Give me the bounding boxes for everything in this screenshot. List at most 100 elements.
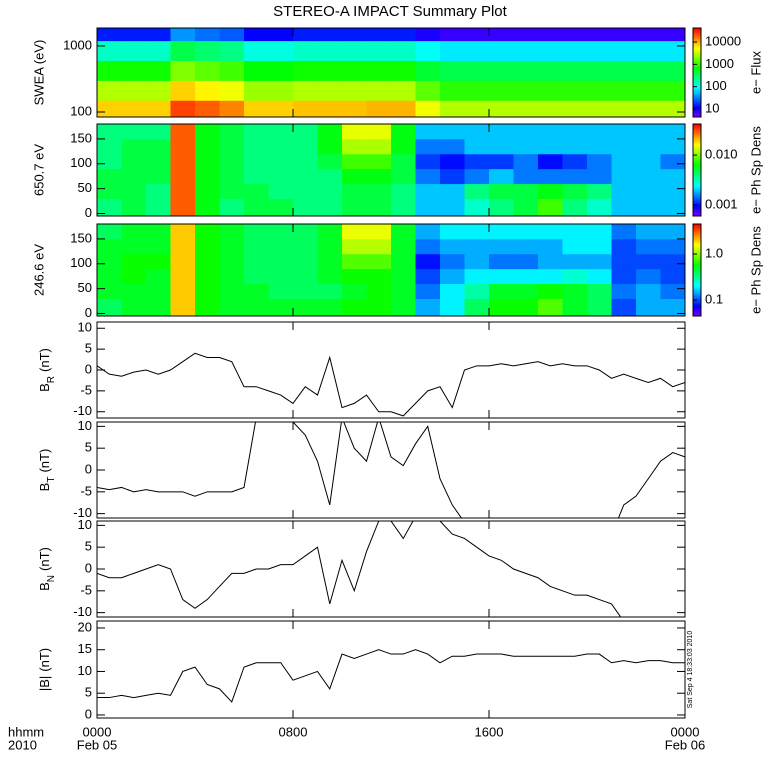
heatmap-cell: [317, 198, 343, 216]
colorbar-strip: [693, 308, 701, 311]
heatmap-cell: [440, 183, 465, 199]
heatmap-cell: [366, 40, 392, 62]
colorbar-strip: [693, 279, 701, 282]
colorbar-strip: [693, 288, 701, 291]
heatmap-cell: [219, 80, 245, 101]
colorbar-strip: [693, 68, 701, 71]
colorbar-strip: [693, 225, 701, 228]
heatmap-cell: [244, 283, 269, 299]
heatmap-cell: [293, 268, 318, 285]
heatmap-cell: [464, 28, 490, 42]
heatmap-cell: [562, 153, 588, 170]
data-line: [97, 422, 685, 518]
heatmap-cell: [195, 40, 220, 62]
heatmap-cell: [636, 100, 661, 117]
heatmap-cell: [219, 268, 245, 285]
colorbar-strip: [693, 245, 701, 248]
data-line: [97, 649, 685, 703]
heatmap-cell: [489, 253, 514, 270]
heatmap-cell: [636, 268, 661, 285]
heatmap-cell: [244, 183, 269, 199]
colorbar-strip: [693, 199, 701, 202]
heatmap-cell: [219, 40, 245, 62]
heatmap-cell: [219, 198, 245, 216]
colorbar-strip: [693, 90, 701, 93]
colorbar-strip: [693, 243, 701, 246]
heatmap-cell: [121, 40, 147, 62]
heatmap-cell: [244, 138, 269, 155]
heatmap-cell: [391, 298, 416, 316]
colorbar-strip: [693, 36, 701, 39]
heatmap-cell: [97, 198, 122, 216]
heatmap-cell: [317, 283, 343, 299]
heatmap-cell: [611, 268, 637, 285]
heatmap-cell: [513, 238, 539, 255]
heatmap-cell: [97, 268, 122, 285]
heatmap-cell: [317, 100, 343, 117]
heatmap-cell: [513, 268, 539, 285]
colorbar-strip: [693, 150, 701, 153]
colorbar-strip: [693, 145, 701, 148]
heatmap-cell: [636, 138, 661, 155]
y-tick-label: -10: [73, 604, 92, 619]
heatmap-cell: [611, 28, 637, 42]
heatmap-cell: [317, 224, 343, 240]
heatmap-cell: [219, 28, 245, 42]
heatmap-cell: [219, 183, 245, 199]
colorbar-strip: [693, 128, 701, 131]
heatmap-cell: [587, 224, 612, 240]
y-tick-label: 0: [85, 560, 92, 575]
heatmap-cell: [244, 80, 269, 101]
colorbar-strip: [693, 142, 701, 145]
heatmap-cell: [587, 60, 612, 81]
colorbar-strip: [693, 100, 701, 103]
heatmap-cell: [562, 183, 588, 199]
colorbar-strip: [693, 125, 701, 128]
heatmap-cell: [562, 168, 588, 185]
heatmap-cell: [146, 268, 171, 285]
heatmap-cell: [587, 298, 612, 316]
heatmap-cell: [268, 198, 294, 216]
colorbar-strip: [693, 84, 701, 87]
heatmap-cell: [121, 268, 147, 285]
colorbar-strip: [693, 274, 701, 277]
heatmap-cell: [195, 198, 220, 216]
heatmap-cell: [415, 124, 441, 140]
heatmap-cell: [268, 238, 294, 255]
heatmap-cell: [195, 283, 220, 299]
colorbar-strip: [693, 48, 701, 51]
heatmap-cell: [342, 224, 367, 240]
heatmap-cell: [415, 168, 441, 185]
heatmap-cell: [268, 153, 294, 170]
colorbar-strip: [693, 87, 701, 90]
heatmap-cell: [636, 153, 661, 170]
colorbar-strip: [693, 302, 701, 305]
heatmap-cell: [342, 28, 367, 42]
panel-frame: [96, 223, 686, 317]
heatmap-cell: [293, 138, 318, 155]
heatmap-cell: [97, 238, 122, 255]
colorbar-strip: [693, 60, 701, 63]
heatmap-cell: [342, 60, 367, 81]
colorbar-strip: [693, 285, 701, 288]
y-axis-label-main: |B|: [37, 676, 52, 691]
heatmap-cell: [415, 40, 441, 62]
y-axis-label-main: B: [37, 582, 52, 591]
y-axis-label-unit: (nT): [37, 449, 52, 473]
heatmap-cell: [195, 183, 220, 199]
heatmap-cell: [489, 153, 514, 170]
heatmap-cell: [146, 28, 171, 42]
heatmap-cell: [611, 238, 637, 255]
heatmap-cell: [219, 138, 245, 155]
heatmap-cell: [562, 198, 588, 216]
colorbar-strip: [693, 211, 701, 214]
colorbar-strip: [693, 296, 701, 299]
heatmap-cell: [342, 124, 367, 140]
heatmap-cell: [538, 100, 563, 117]
heatmap-cell: [489, 168, 514, 185]
heatmap-cell: [219, 100, 245, 117]
heatmap-cell: [587, 198, 612, 216]
heatmap-cell: [489, 183, 514, 199]
colorbar-strip: [693, 106, 701, 109]
heatmap-cell: [366, 28, 392, 42]
